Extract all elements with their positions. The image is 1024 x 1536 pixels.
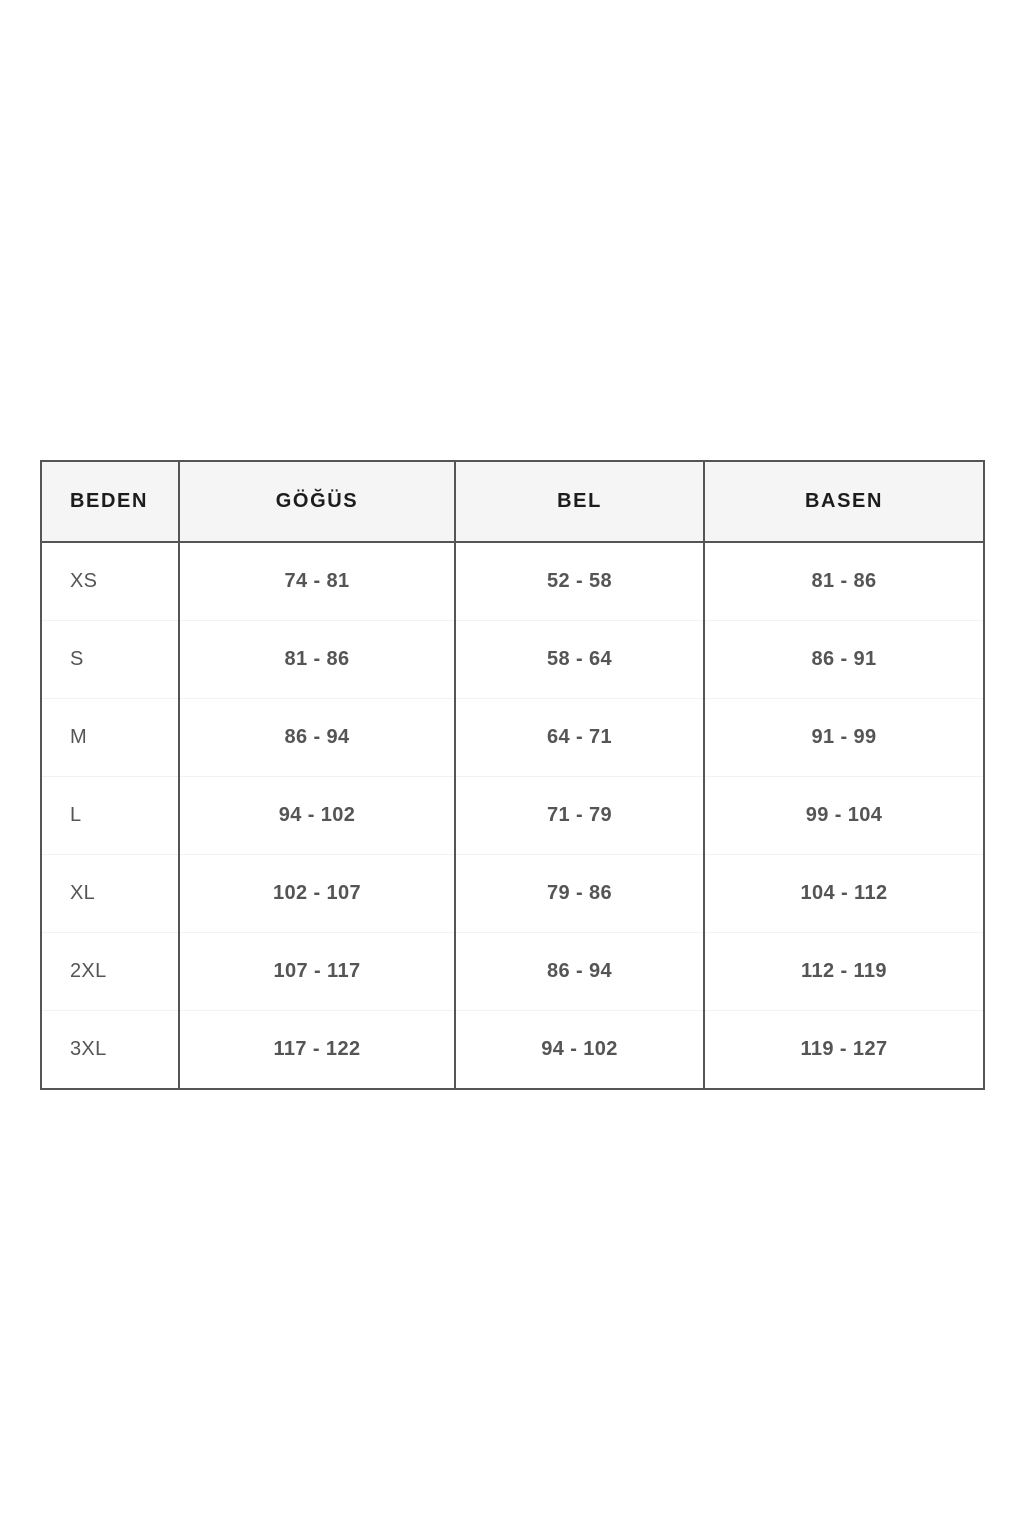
cell-beden: 3XL (42, 1010, 180, 1088)
cell-gogus: 102 - 107 (179, 854, 456, 933)
table-row: XS 74 - 81 52 - 58 81 - 86 (42, 542, 983, 621)
table-body: XS 74 - 81 52 - 58 81 - 86 S 81 - 86 58 … (42, 542, 983, 1088)
table-row: L 94 - 102 71 - 79 99 - 104 (42, 776, 983, 855)
table-row: XL 102 - 107 79 - 86 104 - 112 (42, 854, 983, 933)
cell-bel: 64 - 71 (455, 698, 705, 777)
cell-beden: XL (42, 854, 180, 933)
cell-gogus: 94 - 102 (179, 776, 456, 855)
cell-bel: 52 - 58 (455, 542, 705, 621)
table-row: M 86 - 94 64 - 71 91 - 99 (42, 698, 983, 777)
cell-beden: L (42, 776, 180, 855)
cell-gogus: 81 - 86 (179, 620, 456, 699)
table-row: S 81 - 86 58 - 64 86 - 91 (42, 620, 983, 699)
cell-beden: 2XL (42, 932, 180, 1011)
cell-basen: 112 - 119 (704, 932, 983, 1011)
cell-basen: 91 - 99 (704, 698, 983, 777)
column-header-beden: BEDEN (42, 462, 180, 543)
cell-bel: 94 - 102 (455, 1010, 705, 1088)
column-header-bel: BEL (455, 462, 705, 543)
table-row: 2XL 107 - 117 86 - 94 112 - 119 (42, 932, 983, 1011)
cell-bel: 71 - 79 (455, 776, 705, 855)
size-chart-table: BEDEN GÖĞÜS BEL BASEN XS 74 - 81 52 - 58… (42, 462, 983, 1088)
cell-basen: 99 - 104 (704, 776, 983, 855)
size-chart: BEDEN GÖĞÜS BEL BASEN XS 74 - 81 52 - 58… (40, 460, 985, 1090)
table-row: 3XL 117 - 122 94 - 102 119 - 127 (42, 1010, 983, 1088)
cell-gogus: 117 - 122 (179, 1010, 456, 1088)
header-row: BEDEN GÖĞÜS BEL BASEN (42, 462, 983, 543)
column-header-basen: BASEN (704, 462, 983, 543)
cell-basen: 119 - 127 (704, 1010, 983, 1088)
column-header-gogus: GÖĞÜS (179, 462, 456, 543)
cell-gogus: 107 - 117 (179, 932, 456, 1011)
cell-basen: 104 - 112 (704, 854, 983, 933)
cell-bel: 86 - 94 (455, 932, 705, 1011)
cell-bel: 79 - 86 (455, 854, 705, 933)
cell-beden: S (42, 620, 180, 699)
cell-beden: M (42, 698, 180, 777)
cell-beden: XS (42, 542, 180, 621)
cell-basen: 81 - 86 (704, 542, 983, 621)
cell-gogus: 86 - 94 (179, 698, 456, 777)
table-header: BEDEN GÖĞÜS BEL BASEN (42, 462, 983, 543)
cell-gogus: 74 - 81 (179, 542, 456, 621)
cell-basen: 86 - 91 (704, 620, 983, 699)
cell-bel: 58 - 64 (455, 620, 705, 699)
